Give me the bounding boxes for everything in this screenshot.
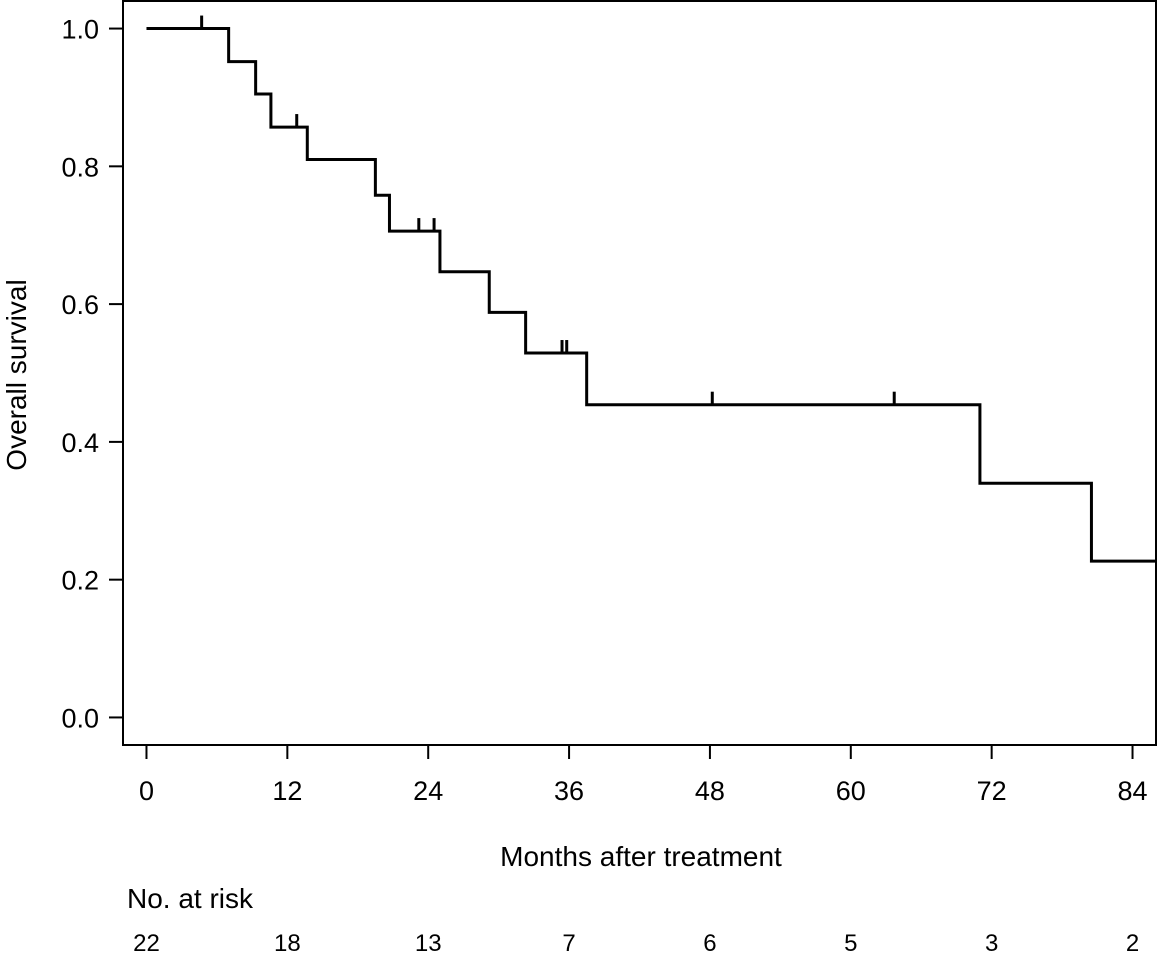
survival-curve bbox=[146, 27, 1156, 563]
x-tick-label: 72 bbox=[977, 776, 1007, 806]
x-axis-ticks: 0 12 24 36 48 60 72 84 bbox=[139, 745, 1148, 806]
censor-marks bbox=[200, 15, 896, 405]
risk-count: 3 bbox=[985, 930, 998, 953]
y-tick-label: 1.0 bbox=[61, 15, 99, 45]
risk-count: 6 bbox=[703, 930, 716, 953]
risk-count: 2 bbox=[1126, 930, 1139, 953]
risk-count: 18 bbox=[274, 930, 301, 953]
risk-count: 13 bbox=[415, 930, 442, 953]
x-tick-label: 0 bbox=[139, 776, 154, 806]
x-tick-label: 84 bbox=[1117, 776, 1147, 806]
risk-table-label: No. at risk bbox=[127, 883, 254, 914]
y-tick-label: 0.6 bbox=[61, 290, 99, 320]
risk-table-counts: 22 18 13 7 6 5 3 2 bbox=[133, 930, 1139, 953]
risk-count: 22 bbox=[133, 930, 160, 953]
y-axis-label: Overall survival bbox=[1, 279, 32, 470]
y-tick-label: 0.2 bbox=[61, 566, 99, 596]
x-tick-label: 36 bbox=[554, 776, 584, 806]
plot-frame bbox=[122, 0, 1157, 746]
y-tick-label: 0.4 bbox=[61, 428, 99, 458]
risk-count: 7 bbox=[562, 930, 575, 953]
y-axis-ticks: 0.0 0.2 0.4 0.6 0.8 1.0 bbox=[61, 15, 123, 733]
axes bbox=[122, 0, 1157, 746]
y-tick-label: 0.0 bbox=[61, 703, 99, 733]
x-tick-label: 48 bbox=[695, 776, 725, 806]
x-tick-label: 12 bbox=[272, 776, 302, 806]
x-tick-label: 60 bbox=[836, 776, 866, 806]
risk-count: 5 bbox=[844, 930, 857, 953]
series-group bbox=[146, 27, 1156, 563]
x-tick-label: 24 bbox=[413, 776, 443, 806]
y-tick-label: 0.8 bbox=[61, 152, 99, 182]
x-axis-label: Months after treatment bbox=[500, 841, 782, 872]
